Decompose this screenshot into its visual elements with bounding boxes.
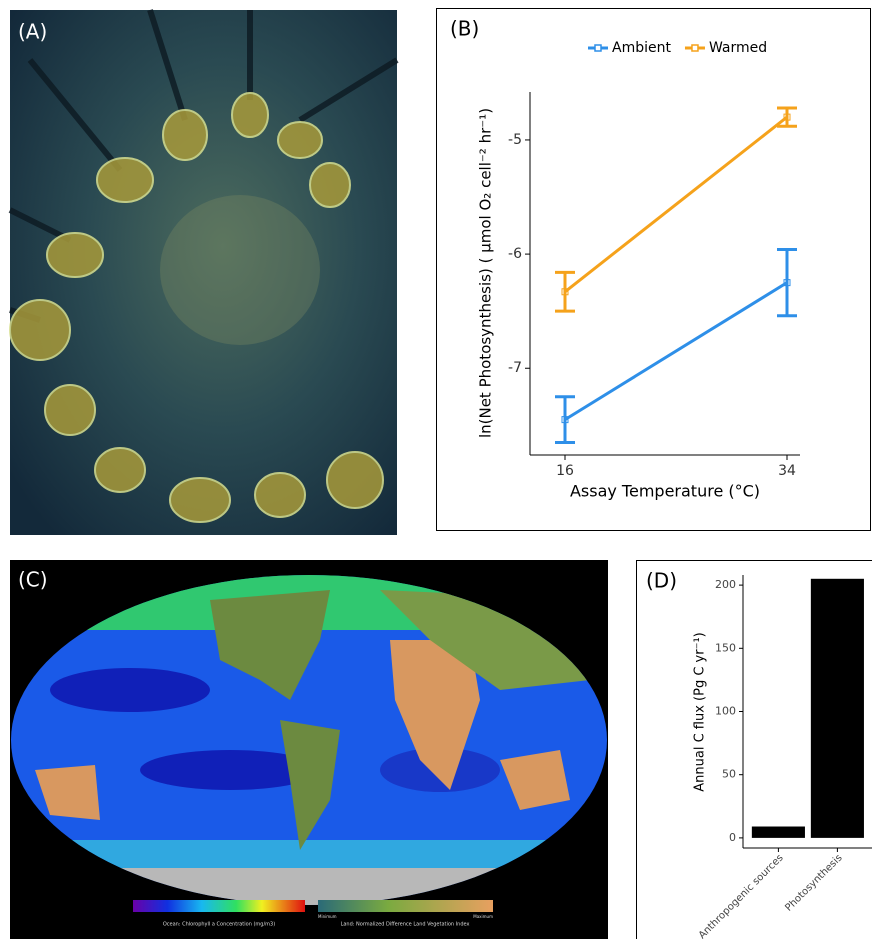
y-axis-label: ln(Net Photosynthesis) ( µmol O₂ cell⁻² … (477, 108, 495, 438)
y-tick-label: -5 (508, 132, 522, 148)
colorbar-caption: Land: Normalized Difference Land Vegetat… (341, 922, 470, 928)
panel-label: (D) (646, 569, 677, 593)
y-axis-label: Annual C flux (Pg C yr⁻¹) (693, 632, 708, 791)
error-bar (555, 272, 575, 311)
series-line (565, 283, 787, 420)
x-axis-label: Assay Temperature (°C) (570, 482, 760, 501)
y-tick-label: -7 (508, 360, 522, 376)
bar (811, 579, 864, 838)
error-bar (555, 397, 575, 443)
panel-label: (A) (18, 20, 47, 44)
x-tick-label: Photosynthesis (783, 852, 844, 913)
y-tick-label: 150 (715, 641, 736, 654)
y-tick-label: 100 (715, 705, 736, 718)
y-tick-label: 200 (715, 578, 736, 591)
series-line (565, 117, 787, 292)
x-tick-label: 34 (778, 463, 796, 479)
legend-label: Warmed (709, 40, 767, 56)
legend-swatch (595, 45, 601, 51)
y-tick-label: 50 (722, 768, 736, 781)
y-tick-label: 0 (729, 831, 736, 844)
colorbar-min: Minimum (318, 914, 337, 919)
panel-label: (B) (450, 17, 479, 41)
world-map (10, 560, 608, 939)
legend-swatch (692, 45, 698, 51)
y-tick-label: -6 (508, 246, 522, 262)
colorbar-max: Maximum (473, 914, 493, 919)
panel-label: (C) (18, 568, 48, 592)
figure: (A) (C) Ocean: Chlorophyll a Concentrati… (0, 0, 872, 939)
micrograph (10, 10, 397, 535)
error-bar (777, 250, 797, 316)
legend-label: Ambient (612, 40, 671, 56)
x-tick-label: Anthropogenic sources (697, 852, 786, 939)
x-tick-label: 16 (556, 463, 574, 479)
panel-frame (437, 9, 871, 531)
bar (752, 827, 805, 838)
colorbar-caption: Ocean: Chlorophyll a Concentration (mg/m… (163, 922, 275, 928)
